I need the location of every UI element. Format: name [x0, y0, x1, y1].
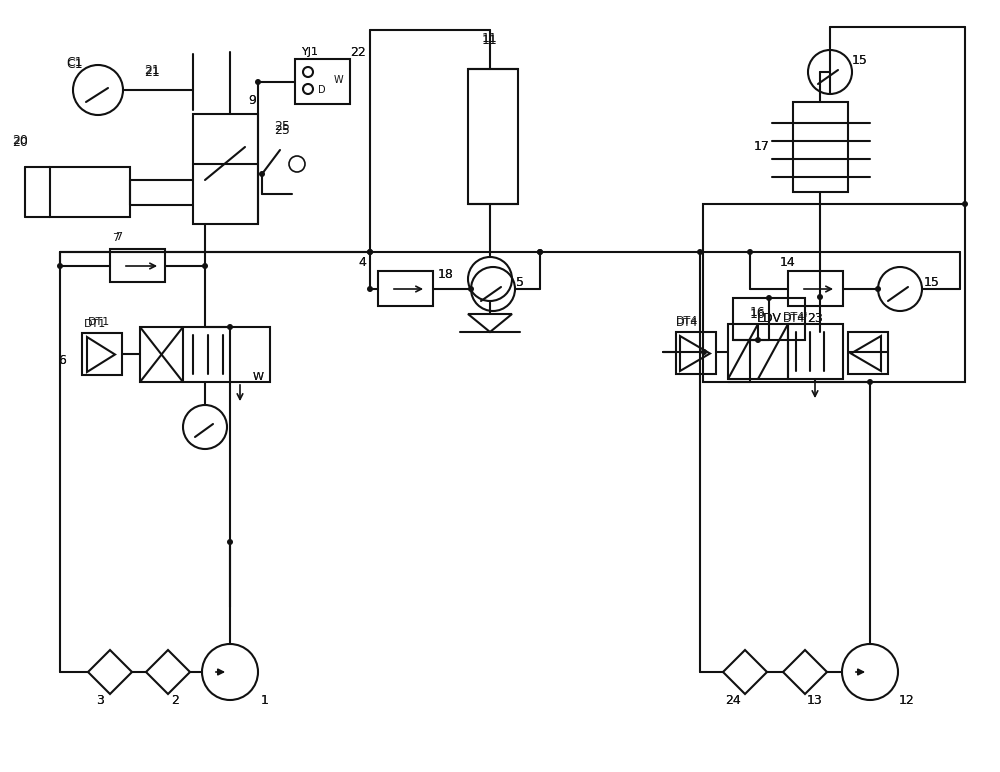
Circle shape	[701, 349, 707, 355]
Text: 6: 6	[58, 354, 66, 367]
Text: 24: 24	[725, 693, 741, 706]
Text: 24: 24	[725, 693, 741, 706]
Text: DT4': DT4'	[783, 314, 809, 324]
Text: 9: 9	[248, 93, 256, 107]
Text: YJ1: YJ1	[302, 47, 318, 57]
Bar	[50, 167, 130, 217]
Text: 4: 4	[358, 256, 366, 269]
Text: 15: 15	[924, 276, 940, 289]
Circle shape	[255, 79, 261, 85]
Text: 1: 1	[261, 693, 269, 706]
Bar	[703, 204, 965, 382]
Circle shape	[259, 171, 265, 177]
Text: 21: 21	[144, 66, 160, 79]
Bar	[728, 324, 788, 379]
Text: 18: 18	[438, 269, 454, 282]
Circle shape	[537, 249, 543, 255]
Circle shape	[537, 249, 543, 255]
Text: W: W	[252, 372, 264, 382]
Bar	[788, 324, 843, 379]
Text: W: W	[252, 372, 264, 382]
Text: 22: 22	[350, 46, 366, 59]
Text: 1: 1	[261, 693, 269, 706]
Text: 12: 12	[899, 693, 915, 706]
Bar	[788, 271, 843, 306]
Circle shape	[367, 249, 373, 255]
Text: 25: 25	[274, 120, 290, 134]
Text: 2: 2	[171, 693, 179, 706]
Text: 3: 3	[96, 693, 104, 706]
Text: YJ1: YJ1	[302, 47, 318, 57]
Bar	[468, 69, 518, 204]
Circle shape	[817, 294, 823, 300]
Text: 14: 14	[780, 256, 796, 269]
Text: 23: 23	[807, 313, 823, 326]
Text: LDV: LDV	[757, 313, 781, 326]
Text: DT1: DT1	[88, 317, 110, 327]
Bar	[295, 59, 350, 104]
Text: 7: 7	[112, 233, 119, 243]
Bar	[193, 114, 258, 224]
Bar	[110, 249, 165, 282]
Bar	[82, 333, 122, 375]
Text: 14: 14	[780, 256, 796, 269]
Circle shape	[766, 295, 772, 301]
Bar	[733, 298, 805, 340]
Text: 9: 9	[248, 93, 256, 107]
Text: C1: C1	[67, 56, 83, 69]
Circle shape	[227, 539, 233, 545]
Text: 15: 15	[924, 276, 940, 289]
Text: 16: 16	[750, 307, 766, 320]
Text: 5: 5	[516, 276, 524, 289]
Text: DT4: DT4	[676, 316, 698, 326]
Text: 6: 6	[58, 354, 66, 367]
Text: DT1: DT1	[84, 319, 106, 329]
Text: C1: C1	[67, 57, 83, 70]
Text: 22: 22	[350, 46, 366, 59]
Text: 11: 11	[482, 32, 498, 46]
Circle shape	[367, 286, 373, 292]
Bar	[848, 332, 888, 374]
Text: 17: 17	[754, 141, 770, 154]
Text: DT4': DT4'	[783, 312, 809, 322]
Text: 16: 16	[750, 306, 766, 319]
Circle shape	[867, 379, 873, 385]
Text: 4: 4	[358, 256, 366, 269]
Circle shape	[202, 263, 208, 269]
Text: D: D	[318, 85, 326, 95]
Circle shape	[697, 249, 703, 255]
Bar	[793, 102, 848, 192]
Bar	[676, 332, 716, 374]
Text: 25: 25	[274, 124, 290, 137]
Text: 5: 5	[516, 276, 524, 289]
Text: W: W	[333, 75, 343, 85]
Circle shape	[755, 337, 761, 343]
Text: 2: 2	[171, 693, 179, 706]
Text: 13: 13	[807, 693, 823, 706]
Text: 7: 7	[115, 232, 122, 242]
Circle shape	[468, 286, 474, 292]
Circle shape	[57, 263, 63, 269]
Circle shape	[747, 249, 753, 255]
Circle shape	[227, 324, 233, 330]
Circle shape	[875, 286, 881, 292]
Text: 13: 13	[807, 693, 823, 706]
Circle shape	[367, 249, 373, 255]
Text: 18: 18	[438, 269, 454, 282]
Text: 21: 21	[144, 63, 160, 76]
Text: LDV: LDV	[757, 313, 781, 326]
Text: 20: 20	[12, 136, 28, 148]
Text: 23: 23	[807, 313, 823, 326]
Bar	[140, 327, 270, 382]
Bar	[378, 271, 433, 306]
Text: 12: 12	[899, 693, 915, 706]
Text: 15: 15	[852, 53, 868, 66]
Text: 20: 20	[12, 134, 28, 147]
Text: 11: 11	[482, 33, 498, 46]
Text: 17: 17	[754, 141, 770, 154]
Text: 3: 3	[96, 693, 104, 706]
Text: DT4: DT4	[676, 318, 698, 328]
Text: 15: 15	[852, 53, 868, 66]
Circle shape	[962, 201, 968, 207]
